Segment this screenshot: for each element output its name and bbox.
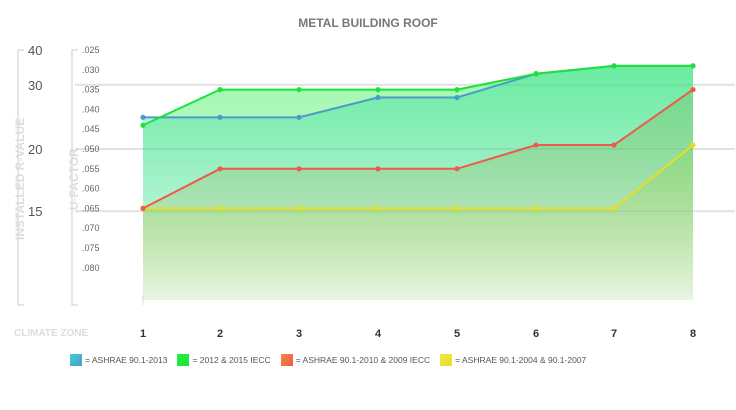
gridline [75, 83, 735, 86]
y-tick-label: .080 [82, 263, 100, 273]
x-tick-label: 5 [454, 328, 460, 340]
r-value-tick-label: 15 [28, 204, 42, 219]
legend-item: = ASHRAE 90.1-2004 & 90.1-2007 [440, 354, 586, 366]
legend-item: = ASHRAE 90.1-2010 & 2009 IECC [280, 354, 431, 366]
x-tick-label: 7 [611, 328, 617, 340]
legend-label: = 2012 & 2015 IECC [192, 355, 271, 365]
series-line [142, 64, 693, 127]
x-tick-label: 4 [375, 328, 382, 340]
x-tick-label: 6 [533, 328, 539, 340]
data-point [533, 205, 539, 211]
data-point [296, 114, 302, 120]
u-factor-axis [71, 49, 78, 306]
legend-label: = ASHRAE 90.1-2013 [85, 355, 168, 365]
data-point [690, 142, 696, 148]
data-point [375, 166, 381, 172]
data-point [140, 205, 146, 211]
data-point [217, 114, 223, 120]
legend-swatch [70, 354, 82, 366]
data-point [690, 87, 696, 93]
data-point [611, 142, 617, 148]
legend-swatch [440, 354, 453, 366]
y-tick-label: .025 [82, 45, 100, 55]
x-tick-label: 1 [140, 328, 146, 340]
r-value-axis [17, 49, 24, 306]
x-tick-label: 2 [217, 328, 223, 340]
data-point [375, 87, 381, 93]
y-tick-label: .065 [82, 203, 100, 213]
legend-item: = 2012 & 2015 IECC [177, 354, 271, 366]
data-point [375, 94, 381, 101]
legend: = ASHRAE 90.1-2013 = 2012 & 2015 IECC = AS… [70, 354, 586, 366]
legend-item: = ASHRAE 90.1-2013 [70, 354, 167, 366]
y-tick-label: .060 [82, 184, 100, 194]
data-point [454, 87, 460, 93]
x-tick-label: 8 [690, 328, 696, 340]
legend-swatch [280, 354, 293, 366]
data-point [217, 87, 223, 93]
legend-label: = ASHRAE 90.1-2010 & 2009 IECC [295, 355, 431, 365]
legend-label: = ASHRAE 90.1-2004 & 90.1-2007 [455, 355, 587, 365]
y-tick-label: .045 [82, 124, 100, 134]
data-point [296, 166, 302, 172]
y-tick-label: .030 [82, 65, 100, 75]
data-point [533, 142, 539, 148]
legend-swatch [177, 354, 190, 366]
series-line [143, 144, 694, 210]
y-tick-label: .055 [82, 164, 100, 174]
y-tick-label: .075 [82, 243, 100, 253]
y-tick-label: .035 [82, 85, 100, 95]
series-area [143, 65, 693, 300]
x-tick-label: 3 [296, 328, 302, 340]
u-factor-axis-label: U-FACTOR [67, 148, 81, 210]
data-point [533, 71, 539, 77]
data-point [454, 94, 460, 101]
r-value-tick-label: 30 [28, 78, 42, 93]
data-point [140, 122, 146, 128]
chart-title: METAL BUILDING ROOF [298, 16, 438, 30]
data-point [611, 63, 617, 69]
data-point [454, 205, 460, 211]
data-point [611, 205, 617, 211]
r-value-tick-label: 20 [28, 142, 42, 157]
data-point [140, 114, 146, 120]
data-point [690, 63, 696, 69]
y-tick-label: .070 [82, 223, 100, 233]
data-point [217, 205, 223, 211]
r-value-axis-label: INSTALLED R-VALUE [13, 118, 27, 240]
y-tick-label: .040 [82, 104, 100, 114]
data-point [217, 166, 223, 172]
data-point [454, 166, 460, 172]
data-point [296, 205, 302, 211]
data-point [296, 87, 302, 93]
x-axis-label: CLIMATE ZONE [14, 328, 89, 339]
series-line [142, 88, 694, 210]
y-tick-label: .050 [82, 144, 100, 154]
r-value-tick-label: 40 [28, 43, 42, 58]
data-point [375, 205, 381, 211]
